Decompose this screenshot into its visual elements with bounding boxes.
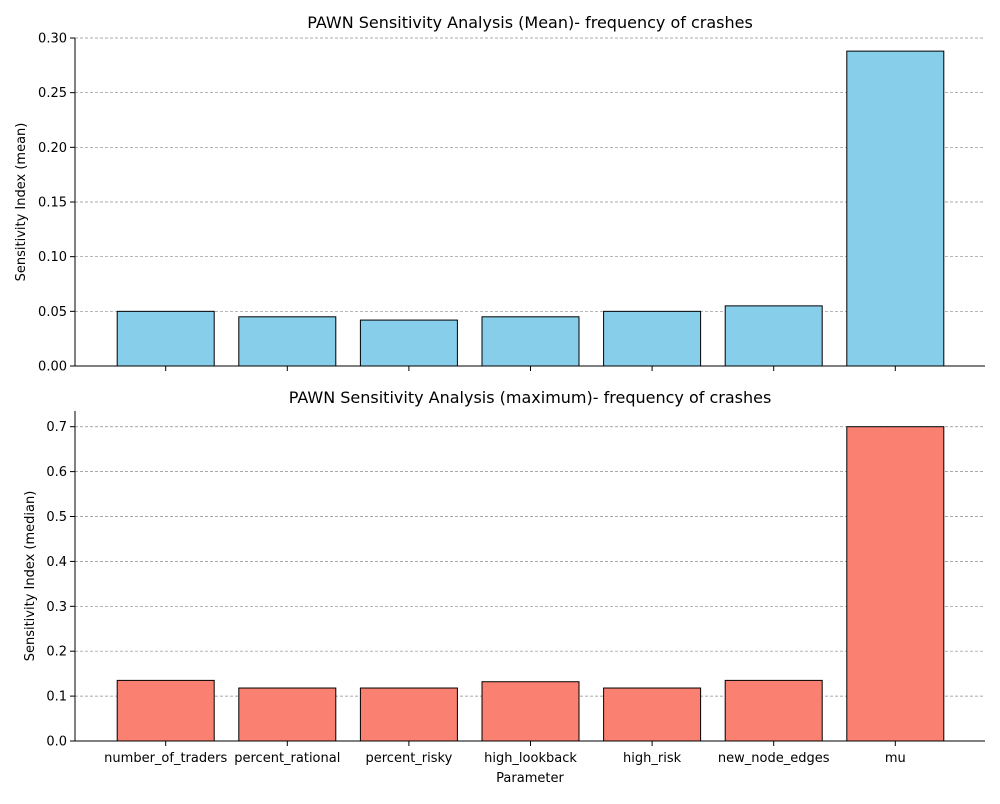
y-tick-label: 0.30: [38, 32, 67, 47]
bar-percent-risky: [359, 687, 458, 742]
x-axis-label: Parameter: [496, 771, 564, 786]
bar-percent-rational: [238, 316, 337, 367]
x-tick-label: new_node_edges: [718, 751, 830, 766]
x-tick-label: mu: [885, 751, 906, 766]
x-tick-label: percent_risky: [366, 751, 453, 766]
x-ticks: [165, 366, 896, 371]
y-tick-label: 0.20: [38, 141, 67, 156]
panel-maximum: PAWN Sensitivity Analysis (maximum)- fre…: [23, 388, 985, 786]
gridlines: [75, 37, 985, 312]
y-tick-label: 0.1: [46, 690, 67, 705]
bar-number-of-traders: [116, 679, 215, 742]
chart-title: PAWN Sensitivity Analysis (Mean)- freque…: [307, 13, 753, 32]
y-tick-label: 0.7: [46, 420, 67, 435]
x-tick-label: high_risk: [623, 751, 682, 766]
y-tick-label: 0.6: [46, 465, 67, 480]
bar-mu: [846, 50, 945, 367]
y-axis-label: Sensitivity Index (median): [23, 491, 38, 662]
y-tick-label: 0.15: [38, 196, 67, 211]
y-tick-label: 0.25: [38, 86, 67, 101]
gridlines: [75, 426, 985, 697]
panel-mean: PAWN Sensitivity Analysis (Mean)- freque…: [14, 13, 985, 375]
y-tick-label: 0.05: [38, 305, 67, 320]
y-tick-label: 0.0: [46, 735, 67, 750]
bar-mu: [846, 426, 945, 742]
bar-new-node-edges: [724, 679, 823, 742]
bar-high-risk: [603, 687, 702, 742]
bar-new-node-edges: [724, 305, 823, 367]
bar-percent-risky: [359, 319, 458, 367]
x-tick-label: high_lookback: [484, 751, 577, 766]
y-ticks: 0.0 0.1 0.2 0.3 0.4 0.5 0.6 0.7: [46, 420, 75, 750]
chart-title: PAWN Sensitivity Analysis (maximum)- fre…: [289, 388, 772, 407]
bars: [116, 426, 945, 742]
bar-high-lookback: [481, 316, 580, 367]
x-tick-label: number_of_traders: [104, 751, 227, 766]
y-tick-label: 0.5: [46, 510, 67, 525]
bar-high-lookback: [481, 681, 580, 742]
bar-number-of-traders: [116, 310, 215, 367]
x-tick-label: percent_rational: [234, 751, 340, 766]
y-tick-label: 0.4: [46, 555, 67, 570]
y-axis-label: Sensitivity Index (mean): [14, 123, 29, 282]
y-tick-label: 0.2: [46, 645, 67, 660]
bar-percent-rational: [238, 687, 337, 742]
x-ticks: number_of_traders percent_rational percent…: [104, 741, 906, 766]
y-ticks: 0.00 0.05 0.10 0.15 0.20 0.25 0.30: [38, 32, 75, 375]
bars: [116, 50, 945, 367]
bar-high-risk: [603, 310, 702, 367]
y-tick-label: 0.10: [38, 250, 67, 265]
y-tick-label: 0.3: [46, 600, 67, 615]
y-tick-label: 0.00: [38, 360, 67, 375]
